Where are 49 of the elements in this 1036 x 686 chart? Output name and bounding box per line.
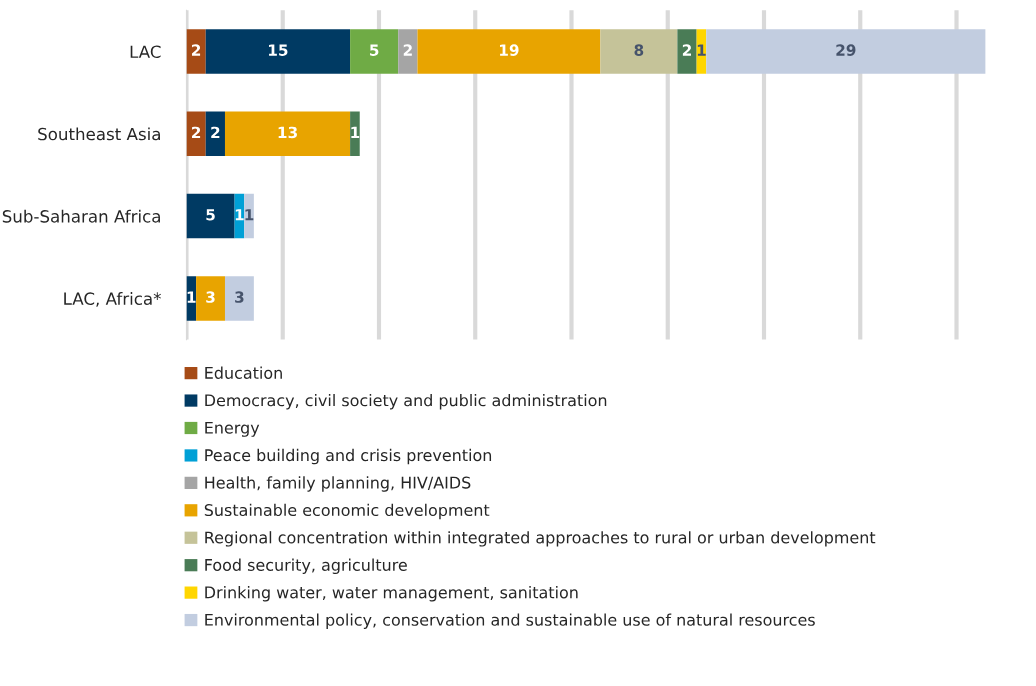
data-label: 8: [634, 44, 644, 56]
legend-label: Sustainable economic development: [204, 503, 490, 520]
data-label: 5: [370, 44, 379, 56]
data-label: 1: [187, 291, 196, 303]
data-label: 1: [351, 126, 360, 138]
legend-label: Peace building and crisis prevention: [205, 448, 492, 465]
legend-label: Drinking water, water management, sanitation: [205, 586, 578, 602]
bar: [398, 29, 418, 74]
legend-label: Education: [205, 366, 282, 379]
legend-label: Democracy, civil society and public administration: [205, 393, 607, 410]
data-label: 2: [403, 44, 412, 56]
y-tick-label: LAC, Africa*: [64, 292, 161, 307]
legend-label: Environmental policy, conservation and sustainable use of natural resources: [205, 613, 815, 629]
data-label: 5: [206, 209, 215, 221]
legend-label: Regional concentration within integrated approaches to rural or urban development: [205, 531, 876, 547]
data-label: 19: [500, 44, 519, 56]
bar: [417, 29, 601, 74]
data-label: 29: [836, 44, 856, 56]
legend-label: Health, family planning, HIV/AIDS: [205, 476, 471, 492]
bar: [350, 111, 360, 156]
data-label: 2: [682, 44, 691, 56]
data-label: 1: [235, 209, 244, 221]
bar: [205, 29, 351, 74]
bar: [196, 276, 225, 321]
data-label: 2: [192, 126, 201, 138]
data-label: 15: [269, 44, 288, 56]
bar: [224, 276, 254, 321]
bar: [224, 111, 351, 156]
data-label: 1: [697, 44, 706, 56]
bar: [677, 29, 697, 74]
legend-label: Food security, agriculture: [205, 558, 407, 575]
bar: [244, 193, 254, 239]
data-label: 2: [211, 126, 220, 138]
bar: [600, 29, 678, 74]
bar: [350, 29, 399, 74]
data-label: 3: [235, 291, 244, 303]
bar: [706, 29, 986, 74]
y-tick-label: LAC: [130, 45, 161, 59]
bar: [186, 29, 206, 74]
data-label: 2: [192, 44, 201, 56]
bar: [205, 111, 225, 156]
data-label: 13: [278, 126, 297, 139]
data-label: 1: [245, 209, 254, 221]
y-tick-label: Sub-Saharan Africa: [2, 209, 160, 223]
data-label: 3: [206, 291, 215, 303]
bar: [186, 193, 235, 239]
y-tick-label: Southeast Asia: [38, 127, 160, 141]
bar: [186, 111, 206, 156]
legend-label: Energy: [205, 421, 260, 437]
